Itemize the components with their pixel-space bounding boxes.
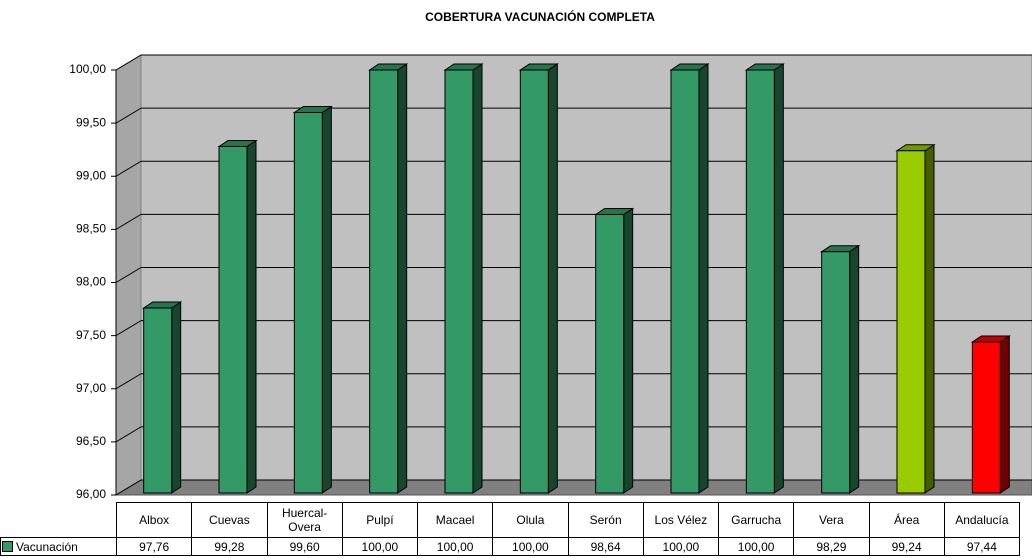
bar-side: [999, 335, 1010, 494]
y-tick-label: 98,00: [76, 275, 106, 289]
bar: [820, 244, 861, 494]
grid-line: [115, 213, 142, 230]
bar-front: [896, 150, 926, 494]
bar: [142, 301, 183, 494]
bar-side: [849, 244, 860, 494]
bar-side: [321, 105, 332, 494]
bar: [368, 63, 409, 494]
grid-line: [115, 320, 142, 337]
value-label: 99,24: [868, 537, 945, 556]
bar: [443, 63, 484, 494]
legend-swatch: [2, 540, 13, 552]
data-table: Albox Cuevas Huercal-Overa Pulpí Macael Olula…: [0, 502, 1021, 556]
bar: [292, 105, 333, 494]
bar-front: [218, 146, 248, 494]
y-tick-label: 96,00: [76, 487, 106, 500]
bar: [895, 143, 936, 494]
x-tick-label: Garrucha: [717, 502, 795, 538]
y-tick-label: 100,00: [69, 62, 106, 76]
blank-cell: [1, 503, 117, 538]
chart-title: COBERTURA VACUNACIÓN COMPLETA: [425, 9, 655, 24]
x-tick-label: Pulpí: [341, 502, 419, 538]
value-label: 100,00: [341, 537, 419, 556]
bar-side: [773, 63, 784, 494]
grid-line: [115, 267, 142, 283]
bar-front: [971, 341, 1001, 494]
grid-line: [115, 107, 142, 124]
legend-label: Vacunación: [16, 539, 78, 554]
bar-side: [924, 143, 935, 494]
bar-front: [293, 112, 323, 494]
bar-front: [519, 69, 549, 494]
bar-front: [670, 69, 700, 494]
bar-side: [246, 139, 257, 494]
x-tick-label: Cuevas: [191, 502, 268, 538]
bar-side: [472, 63, 483, 494]
bar-side: [547, 63, 558, 494]
y-tick-label: 99,00: [76, 168, 106, 182]
bar: [594, 207, 635, 494]
value-label: 97,76: [115, 537, 193, 556]
x-tick-label: Huercal-Overa: [266, 502, 343, 538]
x-tick-label: Andalucía: [943, 502, 1021, 538]
bar-side: [623, 207, 634, 494]
category-row: Albox Cuevas Huercal-Overa Pulpí Macael Olula…: [1, 502, 1021, 538]
grid-line: [115, 479, 142, 496]
bar-side: [698, 63, 709, 494]
bar-front: [444, 69, 474, 494]
y-tick-label: 99,50: [76, 115, 106, 129]
bar: [518, 63, 559, 494]
x-tick-label: Albox: [115, 502, 193, 538]
x-tick-label: Serón: [567, 502, 644, 538]
bar: [217, 139, 258, 494]
bar-front: [369, 69, 399, 494]
bar: [669, 63, 710, 494]
grid-line: [115, 54, 142, 71]
value-label: 97,44: [943, 537, 1021, 556]
value-label: 100,00: [416, 537, 494, 556]
value-label: 99,60: [266, 537, 343, 556]
value-label: 98,64: [567, 537, 644, 556]
bar-front: [595, 214, 625, 494]
y-tick-label: 97,00: [76, 381, 106, 395]
value-label: 99,28: [191, 537, 268, 556]
bar-side: [171, 301, 182, 494]
value-label: 100,00: [717, 537, 795, 556]
chart: COBERTURA VACUNACIÓN COMPLETA 96,00 96,50…: [69, 9, 1032, 500]
grid-line: [115, 160, 142, 177]
value-label: 98,29: [793, 537, 870, 556]
bar: [970, 335, 1011, 494]
value-label: 100,00: [642, 537, 720, 556]
y-tick-label: 96,50: [76, 434, 106, 448]
legend-cell: Vacunación: [0, 537, 117, 556]
x-tick-label: Los Vélez: [642, 502, 720, 538]
value-row: Vacunación 97,76 99,28 99,60 100,00 100,00 100…: [0, 537, 1021, 556]
bar-front: [143, 307, 173, 494]
y-tick-label: 97,50: [76, 328, 106, 342]
bar-front: [745, 69, 775, 494]
x-tick-label: Área: [868, 502, 945, 538]
x-tick-label: Olula: [492, 502, 569, 538]
bar: [744, 63, 785, 494]
grid-line: [115, 373, 142, 390]
bar-side: [397, 63, 408, 494]
x-tick-label: Macael: [416, 502, 494, 538]
x-tick-label: Vera: [793, 502, 870, 538]
y-tick-label: 98,50: [76, 222, 106, 236]
bar-front: [821, 251, 851, 494]
value-label: 100,00: [492, 537, 569, 556]
grid-line: [115, 426, 142, 443]
